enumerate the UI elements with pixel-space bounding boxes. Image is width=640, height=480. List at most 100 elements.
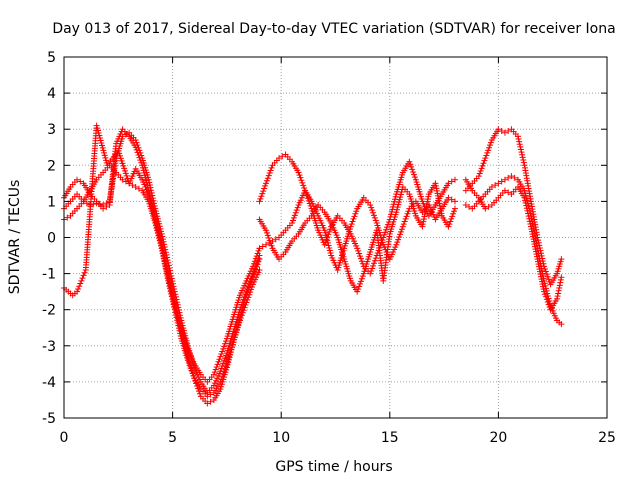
data-point xyxy=(327,226,334,233)
data-point xyxy=(324,239,331,246)
data-point xyxy=(214,361,221,368)
data-point xyxy=(358,258,365,265)
data-point xyxy=(324,237,331,244)
data-point xyxy=(103,203,110,210)
data-point xyxy=(256,266,263,273)
data-point xyxy=(156,234,163,241)
data-point xyxy=(157,240,164,247)
data-point xyxy=(372,217,379,224)
data-point xyxy=(399,223,406,230)
data-point xyxy=(272,236,279,243)
data-point xyxy=(237,314,244,321)
data-point xyxy=(141,172,148,179)
data-point xyxy=(262,241,269,248)
data-point xyxy=(241,304,248,311)
data-point xyxy=(166,283,173,290)
data-point xyxy=(501,187,508,194)
data-point xyxy=(349,218,356,225)
data-point xyxy=(542,293,549,300)
data-point xyxy=(251,258,258,265)
data-point xyxy=(519,151,526,158)
data-point xyxy=(556,282,563,289)
axis-ticks: 0 5 10 15 20 25 -5 -4 -3 -2 -1 0 1 2 3 4 5 xyxy=(42,50,616,446)
data-point xyxy=(264,175,271,182)
data-point xyxy=(155,229,162,236)
data-point xyxy=(356,283,363,290)
x-tick-label: 25 xyxy=(598,430,616,446)
data-point xyxy=(139,164,146,171)
data-point xyxy=(150,208,157,215)
data-point xyxy=(353,208,360,215)
data-point xyxy=(411,174,418,181)
data-point xyxy=(480,160,487,167)
data-point xyxy=(445,194,452,201)
data-point xyxy=(167,285,174,292)
data-point xyxy=(554,295,561,302)
data-point xyxy=(74,176,81,183)
data-point xyxy=(495,126,502,133)
data-point xyxy=(122,131,129,138)
data-point xyxy=(482,205,489,212)
data-point xyxy=(327,250,334,257)
data-point xyxy=(196,390,203,397)
data-point xyxy=(321,227,328,234)
data-point xyxy=(558,274,565,281)
data-point xyxy=(167,288,174,295)
data-point xyxy=(543,287,550,294)
data-point xyxy=(276,155,283,162)
data-point xyxy=(169,298,176,305)
y-tick-label: -3 xyxy=(42,339,56,355)
data-point xyxy=(249,284,256,291)
data-point xyxy=(299,179,306,186)
data-point xyxy=(217,378,224,385)
data-point xyxy=(402,215,409,222)
data-point xyxy=(321,241,328,248)
data-point xyxy=(217,353,224,360)
data-point xyxy=(155,232,162,239)
data-point xyxy=(248,286,255,293)
data-point xyxy=(544,273,551,280)
data-point xyxy=(557,276,564,283)
data-point xyxy=(367,270,374,277)
data-point xyxy=(401,218,408,225)
data-point xyxy=(246,291,253,298)
data-point xyxy=(555,287,562,294)
data-point xyxy=(371,214,378,221)
data-point xyxy=(145,191,152,198)
data-point xyxy=(478,165,485,172)
data-point xyxy=(483,152,490,159)
data-point xyxy=(132,144,139,151)
x-tick-label: 0 xyxy=(60,430,69,446)
data-point xyxy=(525,213,532,220)
data-point xyxy=(300,182,307,189)
data-point xyxy=(79,275,86,282)
data-point xyxy=(479,162,486,169)
data-point xyxy=(326,244,333,251)
data-point xyxy=(245,294,252,301)
data-point xyxy=(264,232,271,239)
data-point xyxy=(397,228,404,235)
data-point xyxy=(262,180,269,187)
data-point xyxy=(382,229,389,236)
y-tick-label: 4 xyxy=(47,86,56,102)
data-point xyxy=(369,207,376,214)
data-point xyxy=(522,197,529,204)
data-point xyxy=(258,193,265,200)
data-point xyxy=(210,371,217,378)
data-point xyxy=(397,231,404,238)
x-tick-label: 5 xyxy=(168,430,177,446)
data-point xyxy=(218,365,225,372)
data-point xyxy=(396,196,403,203)
data-point xyxy=(154,224,161,231)
data-point xyxy=(219,362,226,369)
data-point xyxy=(445,180,452,187)
data-point xyxy=(495,180,502,187)
data-point xyxy=(557,279,564,286)
y-tick-label: 1 xyxy=(47,194,56,210)
y-tick-label: -2 xyxy=(42,303,56,319)
data-point xyxy=(520,157,527,164)
data-point xyxy=(147,196,154,203)
data-point xyxy=(255,258,262,265)
data-point xyxy=(213,363,220,370)
data-point xyxy=(370,209,377,216)
